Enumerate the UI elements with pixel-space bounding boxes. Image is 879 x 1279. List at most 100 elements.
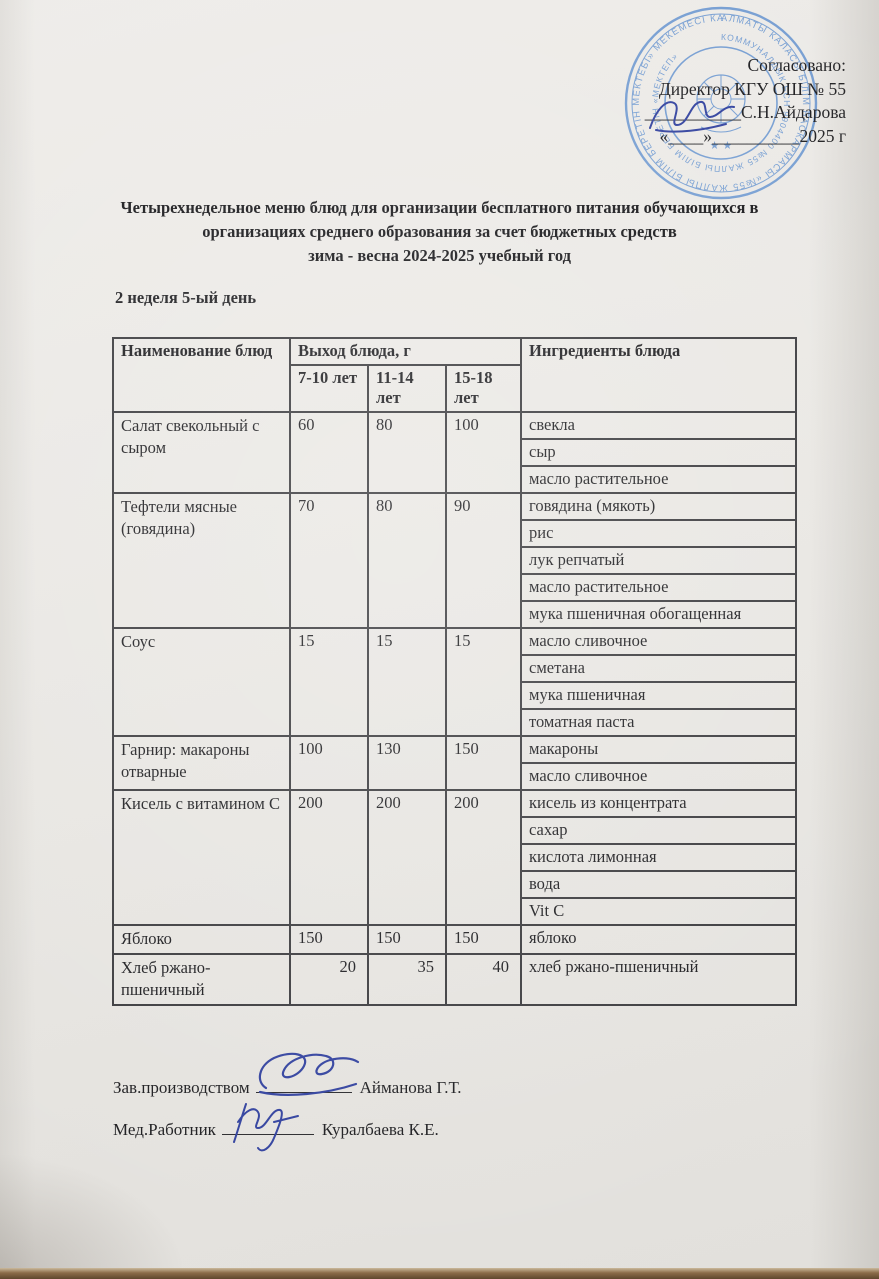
menu-row: вода	[113, 870, 797, 899]
dish-name-cell: Яблоко	[112, 924, 291, 955]
ingredient-cell: яблоко	[520, 924, 797, 955]
ingredient-cell: свекла	[520, 411, 797, 440]
ingredient-cell: хлеб ржано-пшеничный	[520, 953, 797, 1006]
dish-name-cell: Кисель с витамином С	[112, 789, 291, 926]
portion-cell: 35	[367, 953, 447, 1006]
header-age-group-2: 11-14 лет	[367, 364, 447, 413]
dish-name-cell: Хлеб ржано-пшеничный	[112, 953, 291, 1006]
ingredient-cell: мука пшеничная обогащенная	[520, 600, 797, 629]
menu-row: Хлеб ржано-пшеничный 20 35 40 хлеб ржано-пше…	[112, 953, 797, 1006]
ingredient-cell: масло сливочное	[520, 762, 797, 791]
header-age-group-1: 7-10 лет	[289, 364, 369, 413]
portion-cell: 80	[367, 411, 447, 494]
title-line-2: организациях среднего образования за сче…	[202, 222, 677, 241]
header-output: Выход блюда, г	[289, 337, 522, 366]
ingredient-cell: Vit C	[520, 897, 797, 926]
ingredient-cell: сыр	[520, 438, 797, 467]
ingredient-cell: макароны	[520, 735, 797, 764]
menu-row: Vit C	[113, 897, 797, 926]
dish-name-cell: Гарнир: макароны отварные	[112, 735, 291, 791]
menu-row: Салат свекольный с сыром 60 80 100 свекла	[112, 411, 797, 494]
menu-row: мука пшеничная	[113, 681, 797, 710]
header-age-group-3: 15-18 лет	[445, 364, 522, 413]
ingredient-cell: мука пшеничная	[520, 681, 797, 710]
portion-cell: 150	[289, 924, 369, 955]
production-signature-rule	[255, 1052, 359, 1096]
title-line-1: Четырехнедельное меню блюд для организац…	[120, 198, 759, 217]
portion-cell: 200	[367, 789, 447, 926]
approval-block: Согласовано: Директор КГУ ОШ № 55 ______…	[645, 54, 846, 148]
ingredient-cell: масло сливочное	[520, 627, 797, 656]
medical-signature-line: Мед.Работник Куралбаева К.Е.	[113, 1103, 439, 1152]
menu-row: рис	[113, 519, 797, 548]
stamp-stars: ★ ★	[710, 140, 733, 152]
portion-cell: 40	[445, 953, 522, 1006]
menu-row: кислота лимонная	[113, 843, 797, 872]
portion-cell: 90	[445, 492, 522, 629]
portion-cell: 200	[445, 789, 522, 926]
portion-cell: 70	[289, 492, 369, 629]
production-name: Айманова Г.Т.	[359, 1078, 462, 1097]
ingredient-cell: сметана	[520, 654, 797, 683]
menu-row: масло сливочное	[113, 762, 797, 791]
approval-signature-line: ___________С.Н.Айдарова	[645, 101, 846, 125]
dish-name-cell: Соус	[112, 627, 291, 737]
menu-row: Яблоко 150 150 150 яблоко	[112, 924, 797, 955]
medical-signature-rule	[221, 1103, 314, 1152]
director-name: С.Н.Айдарова	[740, 102, 846, 122]
ingredient-cell: вода	[520, 870, 797, 899]
approval-date-line: «____»__________2025 г	[659, 125, 846, 146]
table-header-row-1: Наименование блюд Выход блюда, г Ингреди…	[112, 337, 797, 413]
portion-cell: 100	[289, 735, 369, 791]
week-day-subtitle: 2 неделя 5-ый день	[115, 288, 257, 307]
portion-cell: 15	[445, 627, 522, 737]
menu-row: мука пшеничная обогащенная	[113, 600, 797, 629]
approval-agreed-label: Согласовано:	[747, 55, 846, 75]
portion-cell: 15	[367, 627, 447, 737]
official-stamp-icon: АЛМАТЫ КАЛАСЫ БІЛІМ БАСКАРМАСЫ «№55 ЖАЛП…	[621, 3, 818, 200]
table-header-row-2: 7-10 лет 11-14 лет 15-18 лет	[113, 364, 796, 413]
portion-cell: 150	[445, 735, 522, 791]
portion-cell: 150	[445, 924, 522, 955]
approval-director-line: Директор КГУ ОШ № 55	[658, 78, 846, 99]
menu-row: масло растительное	[113, 465, 797, 494]
production-signature-line: Зав.производством Айманова Г.Т.	[113, 1052, 462, 1098]
dish-name-cell: Салат свекольный с сыром	[112, 411, 291, 494]
menu-row: Кисель с витамином С 200 200 200 кисель из к…	[112, 789, 797, 926]
menu-table: Наименование блюд Выход блюда, г Ингреди…	[112, 337, 797, 1006]
portion-cell: 80	[367, 492, 447, 629]
menu-row: сахар	[113, 816, 797, 845]
medical-name: Куралбаева К.Е.	[321, 1120, 439, 1139]
ingredient-cell: лук репчатый	[520, 546, 797, 575]
title-line-3: зима - весна 2024-2025 учебный год	[308, 246, 571, 265]
header-ingredients: Ингредиенты блюда	[520, 337, 797, 413]
ingredient-cell: томатная паста	[520, 708, 797, 737]
portion-cell: 60	[289, 411, 369, 494]
director-signature-icon	[649, 100, 735, 133]
portion-cell: 130	[367, 735, 447, 791]
menu-row: сметана	[113, 654, 797, 683]
header-dish-name: Наименование блюд	[112, 337, 291, 413]
medical-signature-icon	[232, 1103, 299, 1152]
portion-cell: 100	[445, 411, 522, 494]
ingredient-cell: рис	[520, 519, 797, 548]
medical-label: Мед.Работник	[113, 1120, 216, 1139]
ingredient-cell: масло растительное	[520, 465, 797, 494]
production-signature-icon	[258, 1052, 359, 1096]
menu-row: лук репчатый	[113, 546, 797, 575]
ingredient-cell: кислота лимонная	[520, 843, 797, 872]
ingredient-cell: кисель из концентрата	[520, 789, 797, 818]
menu-row: Тефтели мясные (говядина) 70 80 90 говядина …	[112, 492, 797, 629]
desk-edge	[0, 1268, 879, 1279]
portion-cell: 150	[367, 924, 447, 955]
production-label: Зав.производством	[113, 1078, 250, 1097]
portion-cell: 200	[289, 789, 369, 926]
menu-row: Соус 15 15 15 масло сливочное	[112, 627, 797, 737]
document-title: Четырехнедельное меню блюд для организац…	[60, 196, 819, 268]
menu-row: томатная паста	[113, 708, 797, 737]
ingredient-cell: масло растительное	[520, 573, 797, 602]
dish-name-cell: Тефтели мясные (говядина)	[112, 492, 291, 629]
ingredient-cell: говядина (мякоть)	[520, 492, 797, 521]
ingredient-cell: сахар	[520, 816, 797, 845]
